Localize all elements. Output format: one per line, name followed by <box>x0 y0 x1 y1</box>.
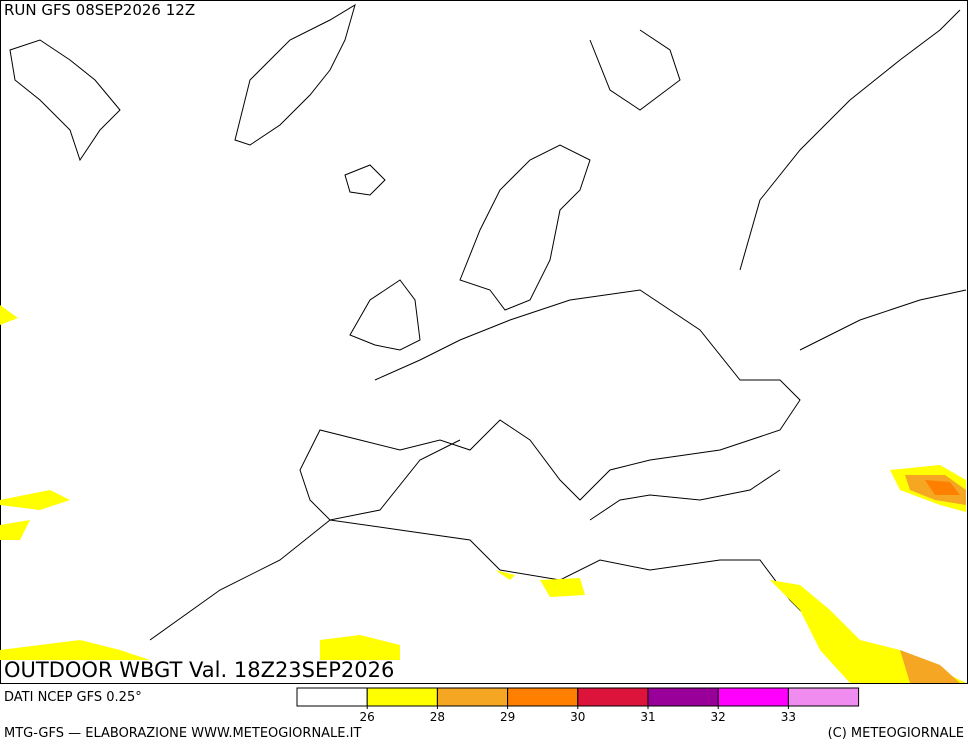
legend-swatch <box>787 687 860 707</box>
legend-swatch <box>507 687 579 707</box>
copyright-label: (C) METEOGIORNALE <box>828 726 964 741</box>
credit-label: MTG-GFS — ELABORAZIONE WWW.METEOGIORNALE… <box>4 726 361 741</box>
map-frame <box>0 0 968 684</box>
map-title: OUTDOOR WBGT Val. 18Z23SEP2026 <box>4 658 394 682</box>
legend-swatch <box>577 687 649 707</box>
legend-tick-label: 26 <box>360 710 375 724</box>
legend-tick-label: 31 <box>640 710 655 724</box>
wbgt-shading <box>0 305 966 683</box>
legend-swatch <box>366 687 438 707</box>
legend-swatch <box>647 687 719 707</box>
legend-tick-label: 30 <box>570 710 585 724</box>
run-label: RUN GFS 08SEP2026 12Z <box>4 1 195 19</box>
legend-tick-label: 28 <box>430 710 445 724</box>
legend: 26 28 29 30 31 32 33 <box>296 687 860 724</box>
legend-tick-label: 29 <box>500 710 515 724</box>
legend-tick-label: 32 <box>711 710 726 724</box>
legend-swatch <box>717 687 789 707</box>
legend-tick-label: 33 <box>781 710 796 724</box>
legend-swatch <box>436 687 509 707</box>
legend-swatch <box>296 687 368 707</box>
source-label: DATI NCEP GFS 0.25° <box>4 690 142 705</box>
